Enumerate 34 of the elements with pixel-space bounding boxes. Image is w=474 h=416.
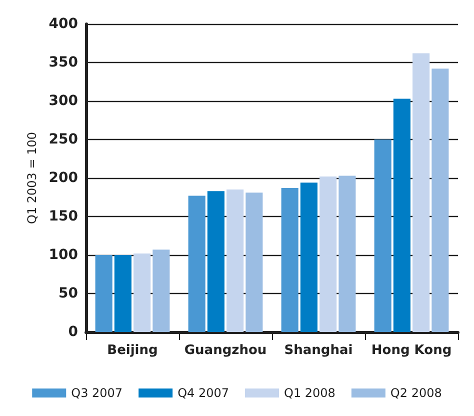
- bar: [134, 253, 151, 332]
- legend-label: Q3 2007: [71, 386, 123, 400]
- y-tick-label: 50: [58, 286, 78, 302]
- y-tick-label: 100: [48, 247, 78, 263]
- bar: [246, 192, 263, 332]
- y-tick-label: 400: [48, 16, 78, 32]
- bar: [374, 140, 392, 332]
- bar: [300, 182, 318, 332]
- bar: [95, 255, 112, 332]
- y-tick-label: 350: [48, 54, 78, 70]
- bar: [152, 250, 170, 332]
- bar: [281, 188, 298, 332]
- bar: [338, 176, 356, 332]
- y-tick-label: 200: [48, 170, 78, 186]
- bar: [114, 255, 132, 332]
- bar: [188, 196, 206, 332]
- bar: [226, 190, 244, 332]
- bar: [320, 176, 337, 332]
- y-axis-title: Q1 2003 = 100: [24, 132, 39, 224]
- legend-label: Q2 2008: [390, 386, 442, 400]
- y-tick-label: 250: [48, 132, 78, 148]
- legend-label: Q4 2007: [178, 386, 230, 400]
- x-tick-label: Hong Kong: [371, 343, 452, 358]
- bar: [393, 98, 410, 332]
- x-tick-label: Guangzhou: [184, 343, 267, 358]
- y-tick-label: 0: [68, 324, 78, 340]
- y-tick-label: 300: [48, 93, 78, 109]
- bar: [207, 191, 224, 332]
- y-tick-label: 150: [48, 208, 78, 224]
- bar: [432, 68, 449, 332]
- x-tick-label: Beijing: [107, 343, 158, 358]
- legend-label: Q1 2008: [284, 386, 336, 400]
- bar: [412, 53, 430, 332]
- x-tick-label: Shanghai: [284, 343, 353, 358]
